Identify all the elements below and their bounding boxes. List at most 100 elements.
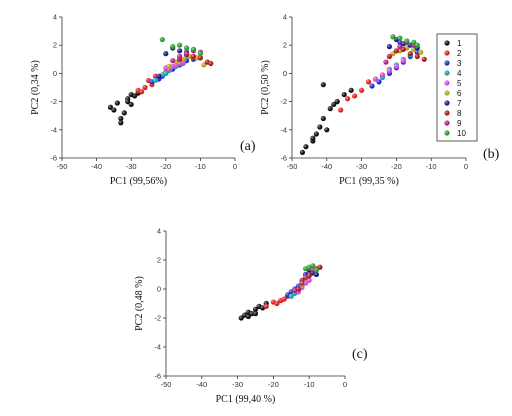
panel-label: (c)	[352, 347, 368, 362]
series-2	[263, 293, 291, 309]
data-point-highlight	[238, 315, 244, 321]
data-point-highlight	[197, 51, 203, 57]
data-point-highlight	[310, 263, 316, 269]
data-point-highlight	[418, 49, 424, 55]
data-point-highlight	[313, 131, 319, 137]
data-point-highlight	[390, 51, 396, 57]
data-point-highlight	[348, 87, 354, 93]
data-point-highlight	[376, 79, 382, 85]
data-point-highlight	[310, 135, 316, 141]
data-point-highlight	[190, 46, 197, 53]
data-point-highlight	[421, 56, 427, 62]
data-point-highlight	[365, 79, 372, 85]
data-point-highlight	[249, 311, 255, 317]
y-tick-label: 4	[157, 227, 161, 236]
data-point-highlight	[393, 48, 399, 54]
data-point-highlight	[400, 58, 406, 64]
x-tick-label: -50	[161, 380, 172, 389]
data-point-highlight	[177, 42, 183, 48]
data-point-highlight	[317, 124, 323, 130]
y-tick-label: 4	[53, 13, 57, 22]
data-point-highlight	[331, 101, 337, 108]
data-point-highlight	[142, 84, 148, 91]
legend-label-7: 7	[457, 99, 462, 108]
x-tick-label: -20	[391, 162, 402, 171]
y-axis-label: PC2 (0,34 %)	[30, 60, 41, 115]
data-point-highlight	[338, 107, 344, 113]
x-axis-label: PC1 (99,35 %)	[339, 176, 399, 187]
data-point-highlight	[121, 110, 127, 116]
data-point-highlight	[125, 99, 131, 105]
data-point-highlight	[159, 36, 165, 43]
x-tick-label: -40	[91, 162, 102, 171]
data-point-highlight	[118, 120, 124, 126]
y-tick-label: -4	[50, 125, 57, 134]
data-point-highlight	[324, 127, 330, 133]
data-point-highlight	[177, 48, 183, 54]
x-axis-label: PC1 (99,40 %)	[216, 394, 276, 405]
data-point-highlight	[107, 104, 114, 110]
legend-label-2: 2	[457, 49, 462, 58]
panel-label: (a)	[240, 139, 256, 154]
legend-marker-highlight	[444, 80, 450, 86]
series-5	[372, 58, 406, 82]
data-point-highlight	[390, 34, 396, 40]
data-point-highlight	[152, 77, 159, 84]
legend-label-6: 6	[457, 89, 462, 98]
data-point-highlight	[397, 35, 403, 41]
x-tick-label: -40	[196, 380, 207, 389]
data-point-highlight	[386, 53, 393, 60]
data-point-highlight	[386, 67, 393, 74]
data-point-highlight	[201, 62, 207, 68]
data-point-highlight	[163, 70, 169, 76]
data-point-highlight	[404, 38, 410, 44]
data-point-highlight	[274, 300, 280, 307]
data-point-highlight	[190, 53, 197, 60]
data-point-highlight	[111, 107, 117, 113]
series-1	[299, 82, 354, 155]
y-tick-label: -6	[154, 372, 161, 381]
data-point-highlight	[281, 296, 287, 302]
data-point-highlight	[414, 53, 420, 60]
data-point-highlight	[166, 63, 172, 69]
y-axis-label: PC2 (0,50 %)	[260, 60, 271, 115]
data-point-highlight	[288, 293, 294, 299]
series-9	[292, 267, 316, 294]
data-point-highlight	[341, 91, 347, 98]
y-tick-label: 4	[283, 13, 287, 22]
data-point-highlight	[327, 106, 333, 112]
data-point-highlight	[170, 58, 176, 64]
data-point-highlight	[252, 311, 259, 317]
legend-label-1: 1	[457, 39, 462, 48]
y-tick-label: 0	[53, 69, 57, 78]
data-point-highlight	[393, 63, 399, 69]
data-point-highlight	[303, 274, 309, 280]
data-point-highlight	[411, 39, 417, 45]
data-point-highlight	[252, 306, 259, 312]
y-tick-label: -2	[154, 314, 161, 323]
data-point-highlight	[163, 51, 169, 57]
series-1	[107, 90, 141, 126]
data-point-highlight	[263, 303, 269, 309]
data-point-highlight	[313, 271, 319, 278]
y-tick-label: -6	[50, 154, 57, 163]
legend-marker-highlight	[444, 100, 450, 106]
data-point-highlight	[292, 287, 298, 294]
data-point-highlight	[407, 51, 413, 57]
data-point-highlight	[183, 45, 190, 51]
y-tick-label: 0	[283, 69, 287, 78]
x-tick-label: -10	[195, 162, 206, 171]
legend-label-8: 8	[457, 109, 462, 118]
panel-label: (b)	[483, 147, 500, 162]
data-point-highlight	[118, 115, 124, 122]
legend-marker-highlight	[444, 50, 450, 56]
legend-marker-highlight	[444, 130, 450, 136]
x-tick-label: -30	[126, 162, 137, 171]
x-tick-label: -10	[304, 380, 315, 389]
x-axis-label: PC1 (99,56%)	[110, 176, 167, 187]
y-tick-label: 2	[283, 41, 287, 50]
